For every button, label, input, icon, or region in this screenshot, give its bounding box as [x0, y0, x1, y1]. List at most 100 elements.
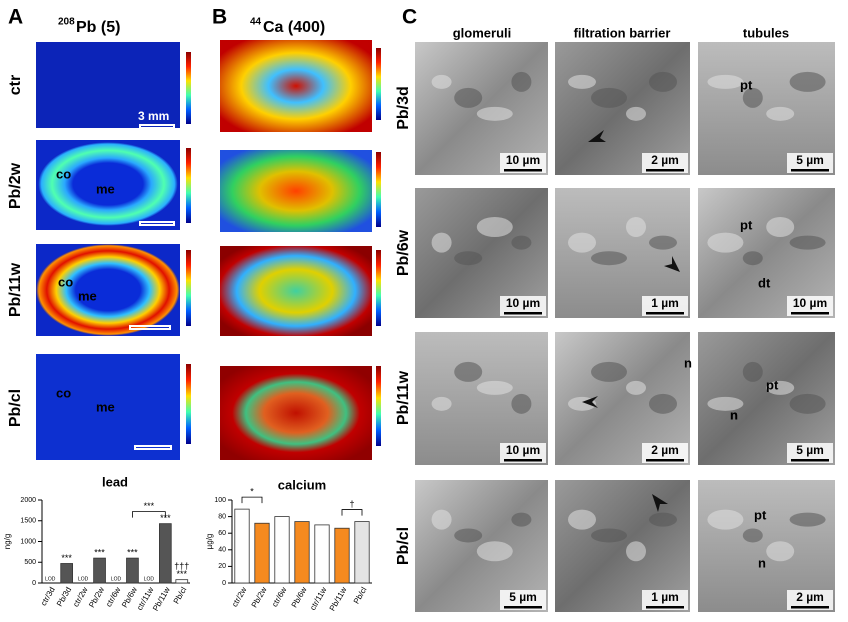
cell-label: pt — [766, 377, 779, 392]
y-tick-label: 1000 — [20, 538, 36, 545]
heatmap — [36, 42, 180, 128]
region-label: co — [56, 385, 71, 400]
y-tick-label: 60 — [218, 530, 226, 537]
texture — [568, 232, 596, 253]
scale-label: 5 µm — [796, 153, 824, 167]
texture — [454, 87, 483, 108]
heatmap — [220, 40, 372, 132]
y-tick-label: 80 — [218, 513, 226, 520]
texture — [707, 232, 744, 253]
annotation: *** — [127, 547, 138, 557]
annotation: *** — [177, 569, 188, 579]
texture — [626, 217, 646, 237]
bar — [294, 521, 310, 584]
heatmap — [220, 366, 372, 460]
texture — [511, 71, 532, 92]
scale-label: 2 µm — [651, 153, 679, 167]
texture — [789, 512, 826, 527]
region-label: me — [96, 181, 115, 196]
annotation: LOD — [78, 576, 89, 582]
bar — [354, 521, 370, 584]
row-label: Pb/2w — [7, 162, 24, 209]
texture — [476, 380, 513, 395]
texture — [789, 235, 826, 250]
scale-label: 5 µm — [796, 443, 824, 457]
cell-label: pt — [754, 507, 767, 522]
scale-bar — [646, 606, 684, 609]
scale-label: 3 mm — [138, 109, 169, 123]
x-tick-label: Pb/3d — [55, 586, 73, 609]
scale-box — [500, 590, 546, 610]
scale-label: 10 µm — [506, 153, 540, 167]
heatmap — [220, 150, 372, 232]
texture — [511, 235, 532, 250]
scale-label: 2 µm — [796, 590, 824, 604]
x-tick-label: Pb/2w — [250, 585, 269, 609]
texture — [431, 74, 452, 89]
texture — [476, 106, 513, 121]
y-tick-label: 0 — [222, 580, 226, 587]
texture — [766, 380, 795, 395]
texture — [511, 512, 532, 527]
scale-box — [642, 153, 688, 173]
region-label: co — [56, 166, 71, 181]
bar — [234, 508, 250, 584]
y-tick-label: 40 — [218, 547, 226, 554]
texture — [649, 512, 677, 527]
annotation: LOD — [111, 576, 122, 582]
scale-bar — [504, 312, 542, 315]
cell-label: pt — [740, 217, 753, 232]
annotation: *** — [94, 547, 105, 557]
scale-box — [500, 296, 546, 316]
scale-box — [787, 443, 833, 463]
texture — [742, 361, 763, 382]
bracket-label: * — [250, 487, 254, 497]
annotation: LOD — [144, 576, 155, 582]
texture — [454, 251, 483, 266]
chart-title: calcium — [278, 477, 326, 492]
scale-bar — [791, 169, 829, 172]
texture — [431, 232, 452, 253]
x-tick-label: Pb/6w — [290, 585, 309, 609]
cell-label: n — [684, 355, 692, 370]
heatmap-ring — [36, 244, 180, 336]
texture — [707, 74, 744, 89]
scale-label: 2 µm — [651, 443, 679, 457]
texture — [742, 528, 763, 543]
texture — [476, 217, 513, 237]
column-header: filtration barrier — [574, 25, 671, 40]
texture — [626, 106, 646, 121]
texture — [649, 235, 677, 250]
x-tick-label: Pb/2w — [87, 585, 106, 609]
scale-bar — [646, 169, 684, 172]
annotation: LOD — [45, 576, 56, 582]
scale-bar — [504, 606, 542, 609]
y-tick-label: 500 — [24, 559, 36, 566]
y-tick-label: 1500 — [20, 518, 36, 525]
bar — [126, 557, 139, 584]
region-label: co — [58, 274, 73, 289]
x-tick-label: ctr/2w — [230, 585, 249, 608]
scale-bar — [504, 169, 542, 172]
texture — [568, 509, 596, 530]
chart-title: lead — [102, 474, 128, 489]
colorbars — [186, 52, 191, 444]
scale-box — [642, 590, 688, 610]
annotation: *** — [160, 513, 171, 523]
scale-label: 10 µm — [506, 443, 540, 457]
panel-label: A — [8, 6, 23, 29]
row-label: Pb/6w — [395, 229, 412, 276]
bar — [274, 516, 290, 584]
row-label: Pb/3d — [395, 86, 412, 130]
scale-label: 5 µm — [509, 590, 537, 604]
row-label: Pb/cl — [7, 389, 24, 427]
isotope: 44 — [250, 17, 262, 28]
scale-box — [642, 443, 688, 463]
scale-bars — [129, 124, 175, 450]
annotation: *** — [61, 553, 72, 563]
cell-label: n — [730, 407, 738, 422]
texture — [511, 393, 532, 414]
panel-title: Ca (400) — [263, 19, 325, 36]
heatmap — [36, 354, 180, 460]
row-label: Pb/11w — [7, 262, 24, 317]
